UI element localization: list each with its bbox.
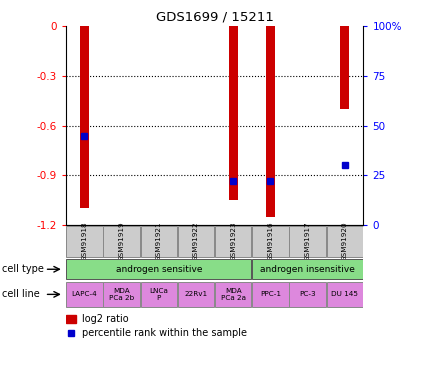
Title: GDS1699 / 15211: GDS1699 / 15211	[156, 11, 274, 24]
FancyBboxPatch shape	[289, 282, 326, 307]
FancyBboxPatch shape	[252, 260, 363, 279]
Text: PC-3: PC-3	[299, 291, 316, 297]
FancyBboxPatch shape	[103, 282, 140, 307]
Bar	[266, 26, 275, 217]
FancyBboxPatch shape	[66, 282, 103, 307]
Text: GSM91918: GSM91918	[82, 221, 88, 261]
FancyBboxPatch shape	[66, 260, 252, 279]
FancyBboxPatch shape	[252, 282, 289, 307]
Bar	[229, 26, 238, 200]
Bar	[340, 26, 349, 109]
Text: 22Rv1: 22Rv1	[184, 291, 207, 297]
FancyBboxPatch shape	[141, 226, 177, 257]
Text: GSM91919: GSM91919	[119, 221, 125, 261]
FancyBboxPatch shape	[178, 226, 214, 257]
Text: GSM91920: GSM91920	[342, 221, 348, 261]
Text: log2 ratio: log2 ratio	[82, 314, 129, 324]
Text: androgen sensitive: androgen sensitive	[116, 265, 202, 274]
FancyBboxPatch shape	[103, 226, 140, 257]
FancyBboxPatch shape	[66, 226, 103, 257]
FancyBboxPatch shape	[141, 282, 177, 307]
Text: MDA
PCa 2a: MDA PCa 2a	[221, 288, 246, 301]
Text: GSM91922: GSM91922	[193, 221, 199, 261]
FancyBboxPatch shape	[326, 282, 363, 307]
Text: MDA
PCa 2b: MDA PCa 2b	[109, 288, 134, 301]
Text: GSM91921: GSM91921	[156, 221, 162, 261]
Text: GSM91916: GSM91916	[267, 221, 273, 261]
FancyBboxPatch shape	[252, 226, 289, 257]
Text: PPC-1: PPC-1	[260, 291, 281, 297]
FancyBboxPatch shape	[289, 226, 326, 257]
Text: cell type: cell type	[2, 264, 44, 274]
Bar	[66, 315, 76, 323]
FancyBboxPatch shape	[215, 226, 252, 257]
Text: cell line: cell line	[2, 290, 40, 299]
FancyBboxPatch shape	[326, 226, 363, 257]
Text: GSM91917: GSM91917	[305, 221, 311, 261]
Text: DU 145: DU 145	[331, 291, 358, 297]
Text: LAPC-4: LAPC-4	[71, 291, 97, 297]
Bar	[80, 26, 89, 209]
FancyBboxPatch shape	[178, 282, 214, 307]
Text: percentile rank within the sample: percentile rank within the sample	[82, 328, 247, 338]
FancyBboxPatch shape	[215, 282, 252, 307]
Text: GSM91923: GSM91923	[230, 221, 236, 261]
Text: androgen insensitive: androgen insensitive	[260, 265, 355, 274]
Text: LNCa
P: LNCa P	[150, 288, 168, 301]
